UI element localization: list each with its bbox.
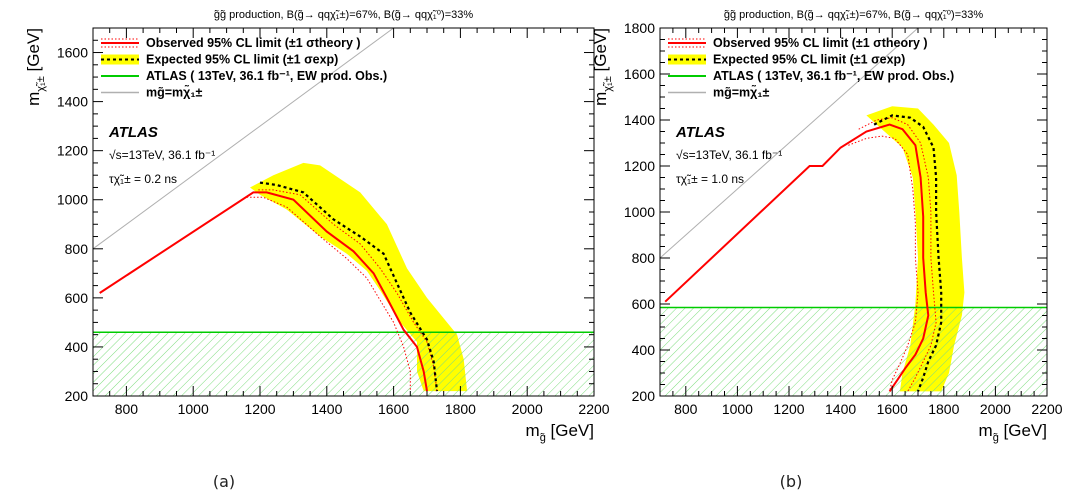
y-tick-label: 400 xyxy=(632,342,656,358)
y-tick-label: 600 xyxy=(65,290,89,306)
panel-a-chart: 800 1000 1200 1400 1600 1800 2000 2200 200 400 600… xyxy=(24,9,610,444)
x-tick-label: 1600 xyxy=(378,401,409,417)
diagonal-line xyxy=(93,28,394,250)
x-tick-label: 2200 xyxy=(578,401,609,417)
y-axis-label: mχ̃₁± [GeV] xyxy=(24,28,47,106)
expected-limit-line xyxy=(259,181,439,392)
chart-title: g̃g̃ production, B(g̃→ qqχ̃₁±)=67%, B(g̃… xyxy=(214,9,474,21)
y-tick-label: 400 xyxy=(65,339,89,355)
diagonal-line xyxy=(660,28,919,259)
y-tick-label: 800 xyxy=(632,250,656,266)
energy-label: √s=13TeV, 36.1 fb⁻¹ xyxy=(109,148,215,162)
legend-label: ATLAS ( 13TeV, 36.1 fb⁻¹, EW prod. Obs.) xyxy=(713,69,954,83)
x-tick-label: 1800 xyxy=(928,401,959,417)
lifetime-label: τχ̃₁± = 1.0 ns xyxy=(676,172,744,186)
legend-label: mg̃=mχ̃₁± xyxy=(146,85,203,100)
x-tick-label: 1200 xyxy=(244,401,275,417)
legend-label: Observed 95% CL limit (±1 σtheory ) xyxy=(713,36,928,50)
panel-b-chart: 800 1000 1200 1400 1600 1800 2000 2200 200 400 600… xyxy=(591,9,1063,444)
ew-excluded-region xyxy=(660,307,1047,396)
x-tick-label: 2000 xyxy=(512,401,543,417)
legend: Observed 95% CL limit (±1 σtheory ) Expec… xyxy=(101,36,387,100)
caption-b: (b) xyxy=(779,472,803,491)
x-tick-label: 2000 xyxy=(980,401,1011,417)
legend-label: Expected 95% CL limit (±1 σexp) xyxy=(713,53,905,67)
x-axis-label: mg̃ [GeV] xyxy=(526,421,594,444)
x-tick-label: 2200 xyxy=(1031,401,1062,417)
observed-theory-band-line xyxy=(858,117,937,392)
y-label-sub: χ̃₁± xyxy=(602,76,614,92)
y-tick-label: 800 xyxy=(65,241,89,257)
x-tick-label: 1400 xyxy=(311,401,342,417)
observed-theory-band-line xyxy=(246,196,411,392)
chart-title: g̃g̃ production, B(g̃→ qqχ̃₁±)=67%, B(g̃… xyxy=(724,9,984,21)
atlas-label: ATLAS xyxy=(675,124,725,141)
atlas-label: ATLAS xyxy=(108,124,158,141)
plot-area xyxy=(93,28,594,396)
x-tick-label: 1800 xyxy=(445,401,476,417)
y-tick-label: 1200 xyxy=(624,158,655,174)
x-label-sub: g̃ xyxy=(993,432,999,444)
y-tick-label: 1800 xyxy=(624,20,655,36)
y-tick-label: 1200 xyxy=(57,143,88,159)
legend: Observed 95% CL limit (±1 σtheory ) Expec… xyxy=(668,36,954,100)
x-axis-label: mg̃ [GeV] xyxy=(979,421,1047,444)
x-tick-label: 1200 xyxy=(773,401,804,417)
y-tick-label: 200 xyxy=(65,388,89,404)
x-tick-label: 1600 xyxy=(877,401,908,417)
y-axis-label: mχ̃₁± [GeV] xyxy=(591,28,614,106)
observed-theory-band-line xyxy=(848,135,919,392)
legend-label: ATLAS ( 13TeV, 36.1 fb⁻¹, EW prod. Obs.) xyxy=(146,69,387,83)
x-label-sub: g̃ xyxy=(540,432,546,444)
lifetime-label: τχ̃₁± = 0.2 ns xyxy=(109,172,177,186)
y-label-m: m xyxy=(24,92,43,106)
y-label-sub: χ̃₁± xyxy=(35,76,47,92)
x-tick-label: 1000 xyxy=(722,401,753,417)
observed-theory-band-line xyxy=(258,189,438,392)
x-label-unit: [GeV] xyxy=(546,421,594,440)
y-label-unit: [GeV] xyxy=(591,28,610,76)
energy-label: √s=13TeV, 36.1 fb⁻¹ xyxy=(676,148,782,162)
x-tick-label: 1400 xyxy=(825,401,856,417)
y-tick-label: 1600 xyxy=(624,66,655,82)
x-label-m: m xyxy=(979,421,993,440)
caption-a: (a) xyxy=(212,472,236,491)
y-tick-label: 600 xyxy=(632,296,656,312)
y-tick-label: 1400 xyxy=(624,112,655,128)
y-tick-label: 1000 xyxy=(624,204,655,220)
x-label-m: m xyxy=(526,421,540,440)
y-label-m: m xyxy=(591,92,610,106)
y-tick-label: 1600 xyxy=(57,45,88,61)
observed-limit-line xyxy=(664,123,930,392)
x-tick-label: 800 xyxy=(115,401,139,417)
legend-label: Expected 95% CL limit (±1 σexp) xyxy=(146,53,338,67)
observed-limit-line xyxy=(99,191,428,392)
legend-label: mg̃=mχ̃₁± xyxy=(713,85,770,100)
x-tick-label: 800 xyxy=(674,401,698,417)
y-tick-label: 1000 xyxy=(57,192,88,208)
x-label-unit: [GeV] xyxy=(999,421,1047,440)
y-label-unit: [GeV] xyxy=(24,28,43,76)
y-tick-label: 200 xyxy=(632,388,656,404)
plot-area xyxy=(660,28,1047,396)
ew-excluded-region xyxy=(93,332,594,396)
legend-label: Observed 95% CL limit (±1 σtheory ) xyxy=(146,36,361,50)
x-tick-label: 1000 xyxy=(178,401,209,417)
y-tick-label: 1400 xyxy=(57,94,88,110)
